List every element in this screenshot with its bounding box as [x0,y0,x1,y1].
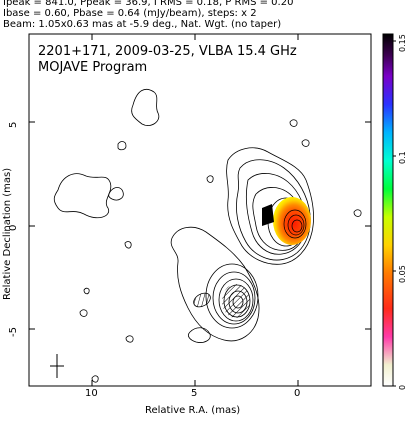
x-axis-label: Relative R.A. (mas) [145,405,241,416]
plot-frame [28,33,372,387]
y-tick-minus5: -5 [8,327,19,337]
x-tick-10: 10 [85,388,98,399]
x-tick-0: 0 [294,388,301,399]
colorbar-tick-005: 0.05 [398,265,407,283]
header-line-base: Ibase = 0.60, Pbase = 0.64 (mJy/beam), s… [3,8,257,19]
colorbar-tick-01: 0.1 [398,151,407,164]
core-dark-patch [262,204,274,226]
colorbar [382,33,394,387]
colorbar-tick-0: 0 [398,384,407,390]
contours-outer [53,88,362,383]
jet-knot-hatch [222,284,250,318]
colorbar-ticks [393,40,396,387]
y-tick-5: 5 [8,121,19,128]
x-tick-5: 5 [191,388,198,399]
header-line-peak: Ipeak = 841.0, Ppeak = 36.9, I RMS = 0.1… [3,0,294,8]
header-line-beam: Beam: 1.05x0.63 mas at -5.9 deg., Nat. W… [3,19,282,30]
y-axis-label: Relative Declination (mas) [2,167,13,300]
beam-cross [50,354,64,378]
plot-title: 2201+171, 2009-03-25, VLBA 15.4 GHz [38,44,297,59]
axis-ticks [29,34,371,386]
jet-small-hatch [193,292,211,308]
core-colormap [273,197,311,245]
colorbar-tick-015: 0.15 [398,34,407,52]
plot-subtitle: MOJAVE Program [38,60,148,75]
